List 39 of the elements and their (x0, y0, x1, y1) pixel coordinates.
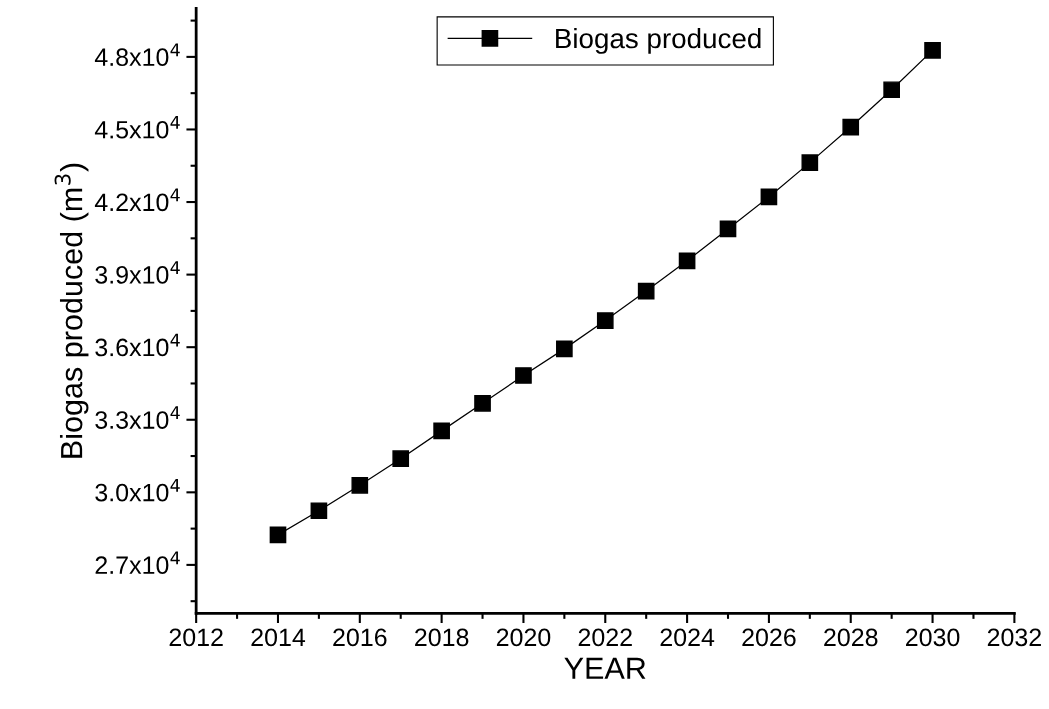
point (351, 476, 369, 494)
x-tick-label: 2032 (987, 628, 1041, 647)
x-tick-label: 2030 (906, 628, 960, 647)
y-tick-label: 2.7x10$^{4}$ (95, 551, 180, 575)
x-tick-label: 2018 (415, 628, 469, 647)
y-tick-label: 3.0x10$^{4}$ (95, 478, 180, 502)
x-tick-label: 2012 (169, 628, 223, 647)
point (556, 340, 573, 358)
x-tick-label: 2020 (496, 628, 551, 647)
x-tick-label: 2016 (333, 628, 387, 647)
y-tick-label: 3.3x10$^{4}$ (95, 406, 180, 429)
x-tick-label: 2024 (660, 628, 715, 647)
y-tick-label: 4.8x10$^{4}$ (94, 43, 180, 67)
point (760, 188, 778, 206)
x-tick-label: 2022 (578, 628, 632, 647)
legend-label: Biogas produced (556, 27, 761, 54)
point (474, 394, 491, 412)
y-tick-label: 4.2x10$^{4}$ (94, 188, 180, 212)
point (719, 220, 737, 238)
point (924, 42, 941, 59)
x-tick-label: 2026 (742, 628, 796, 647)
point (269, 526, 287, 544)
y-tick-label: 3.9x10$^{4}$ (95, 261, 180, 284)
point (637, 282, 655, 300)
point (842, 118, 860, 136)
y-tick-label: 3.6x10$^{4}$ (95, 333, 180, 357)
x-tick-label: 2028 (824, 628, 878, 647)
y-axis-title: Biogas produced (m$^{3}$) (54, 163, 89, 458)
point (392, 450, 410, 468)
point (678, 252, 696, 270)
x-axis-title: YEAR (564, 657, 646, 679)
point (883, 81, 900, 99)
point (596, 312, 614, 329)
y-tick-label: 4.5x10$^{4}$ (94, 116, 180, 139)
x-tick-label: 2014 (251, 628, 306, 647)
point (801, 154, 819, 171)
point (515, 367, 532, 384)
point (433, 422, 450, 440)
point (310, 502, 328, 520)
